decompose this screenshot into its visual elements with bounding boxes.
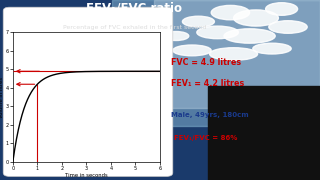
Ellipse shape (182, 16, 214, 27)
Ellipse shape (266, 3, 298, 15)
Y-axis label: Volume in litres: Volume in litres (0, 77, 4, 118)
Ellipse shape (197, 26, 238, 39)
Ellipse shape (211, 5, 250, 20)
Ellipse shape (173, 45, 211, 56)
Ellipse shape (234, 10, 278, 26)
Text: Percentage of FVC exhaled in the first second: Percentage of FVC exhaled in the first s… (63, 25, 206, 30)
Text: FVC = 4.9 litres: FVC = 4.9 litres (171, 58, 241, 67)
Ellipse shape (224, 29, 275, 43)
Ellipse shape (269, 21, 307, 33)
Ellipse shape (210, 48, 258, 60)
Ellipse shape (163, 31, 189, 40)
X-axis label: Time in seconds: Time in seconds (65, 173, 108, 177)
Bar (208, 86, 320, 180)
Text: FEV₁ = 4.2 litres: FEV₁ = 4.2 litres (171, 79, 244, 88)
Bar (154, 0, 320, 108)
Ellipse shape (253, 43, 291, 54)
Text: FEV₁/FVC ratio: FEV₁/FVC ratio (86, 2, 182, 15)
Text: FEV₁/FVC = 86%: FEV₁/FVC = 86% (174, 135, 238, 141)
Text: Male, 49yrs, 180cm: Male, 49yrs, 180cm (171, 112, 249, 118)
FancyBboxPatch shape (3, 7, 173, 176)
Bar (112, 0, 320, 126)
